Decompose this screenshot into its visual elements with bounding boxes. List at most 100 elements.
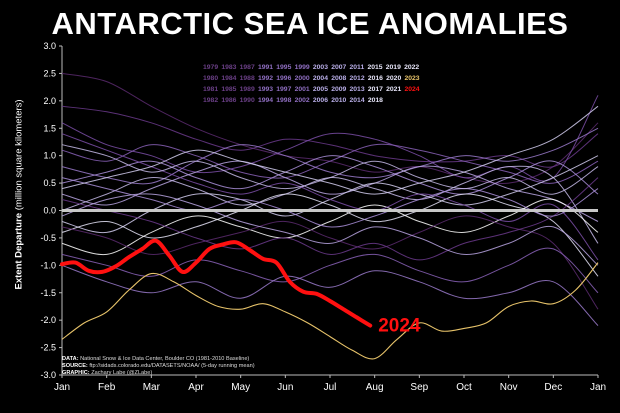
year-series-line — [61, 144, 599, 195]
legend-year: 1999 — [294, 64, 310, 71]
legend-year: 2009 — [331, 86, 347, 93]
legend-year: 1983 — [221, 64, 237, 71]
chart-axes: 3.0 2.5 2.0 1.5 1.0 0.5 0.0 -0.5 -1.0 -1.5 -2.0 -2.… — [40, 41, 606, 393]
legend-year: 2007 — [331, 64, 347, 71]
legend-year: 1988 — [239, 75, 255, 82]
year-series-line — [61, 143, 599, 184]
legend-year: 2018 — [367, 97, 383, 104]
legend-year: 2020 — [386, 75, 402, 82]
legend-year: 2003 — [312, 64, 328, 71]
series-2024-label: 2024 — [378, 316, 421, 337]
legend-year: 1979 — [203, 64, 219, 71]
y-tick-label: 1.0 — [43, 151, 56, 161]
y-tick-label: 0.0 — [43, 206, 56, 216]
legend-year: 2019 — [385, 64, 401, 71]
legend-year: 1990 — [239, 97, 255, 104]
legend-year: 2016 — [367, 75, 383, 82]
legend-year: 1995 — [276, 64, 292, 71]
legend-year: 2008 — [331, 75, 347, 82]
x-tick-label: Nov — [500, 382, 518, 393]
x-tick-label: Sep — [410, 382, 428, 393]
chart-title: ANTARCTIC SEA ICE ANOMALIES — [51, 6, 569, 41]
legend-year: 1992 — [257, 75, 274, 82]
legend-year: 1984 — [221, 75, 237, 82]
legend-year: 2022 — [404, 64, 420, 71]
legend-year: 1996 — [276, 75, 292, 82]
legend-year: 1993 — [257, 86, 274, 93]
legend-year: 2005 — [312, 86, 328, 93]
x-tick-label: Apr — [188, 382, 204, 393]
year-series-line — [61, 177, 599, 228]
y-tick-label: -1.5 — [40, 288, 56, 298]
year-series-line — [61, 215, 599, 310]
legend-year: 2001 — [294, 86, 310, 93]
legend-year: 1994 — [257, 97, 274, 104]
year-series-line — [61, 177, 599, 261]
year-series-line — [61, 264, 599, 326]
x-tick-label: Feb — [98, 382, 116, 393]
credit-source: SOURCE: ftp://sidads.colorado.edu/DATASE… — [62, 363, 255, 370]
legend-year: 2023 — [404, 75, 420, 82]
y-tick-label: -2.5 — [40, 343, 56, 353]
year-series-line — [61, 160, 599, 222]
legend-year: 1991 — [257, 64, 274, 71]
y-tick-label: -1.0 — [40, 260, 56, 270]
legend-year: 2014 — [349, 97, 365, 104]
x-tick-label: Aug — [366, 382, 384, 393]
y-tick-label: -0.5 — [40, 233, 56, 243]
legend-year: 1982 — [203, 97, 219, 104]
x-tick-label: Oct — [456, 382, 472, 393]
y-axis-label-main: Extent Departure — [13, 212, 25, 290]
legend-year: 2002 — [294, 97, 310, 104]
legend-year: 2000 — [294, 75, 310, 82]
credit-data: DATA: National Snow & Ice Data Center, B… — [62, 356, 250, 362]
legend-year: 1980 — [203, 75, 219, 82]
y-axis-label: Extent Departure (million square kilomet… — [13, 99, 25, 290]
legend-row: 1980 1984 1988 1992 1996 2000 2004 2008 2012 2016… — [203, 73, 423, 84]
y-tick-label: -3.0 — [40, 370, 56, 380]
y-tick-label: 3.0 — [43, 41, 56, 51]
year-series-line — [61, 95, 599, 182]
legend-year: 2012 — [349, 75, 365, 82]
x-tick-label: Jun — [277, 382, 293, 393]
legend-year: 1987 — [239, 64, 255, 71]
x-tick-label: Jan — [54, 382, 70, 393]
x-tick-label: Jul — [324, 382, 337, 393]
y-tick-label: 2.0 — [43, 96, 56, 106]
legend-year: 1989 — [239, 86, 255, 93]
legend-year: 2010 — [331, 97, 347, 104]
legend-year: 1998 — [276, 97, 292, 104]
y-tick-label: -2.0 — [40, 315, 56, 325]
x-tick-label: May — [231, 382, 250, 393]
legend-year: 2013 — [349, 86, 365, 93]
y-tick-label: 2.5 — [43, 68, 56, 78]
legend-year: 1981 — [203, 86, 219, 93]
y-tick-label: 1.5 — [43, 123, 56, 133]
series-2024-line — [60, 238, 373, 328]
x-tick-label: Dec — [544, 382, 562, 393]
year-series-line — [61, 105, 599, 168]
x-tick-label: Mar — [143, 382, 161, 393]
credit-graphic: GRAPHIC: Zachary Labe (@ZLabe) — [62, 370, 153, 377]
credits: DATA: National Snow & Ice Data Center, B… — [62, 356, 255, 378]
year-series-line — [61, 193, 599, 277]
legend-row: 1982 1986 1990 1994 1998 2002 2006 2010 2014 2018 — [203, 95, 423, 106]
chart-series-group — [61, 72, 599, 360]
legend-year: 2024 — [404, 86, 420, 93]
year-series-line — [61, 127, 599, 185]
legend-year: 1986 — [221, 97, 237, 104]
year-series-line — [61, 193, 599, 266]
legend-year: 2017 — [367, 86, 383, 93]
legend-year: 2006 — [312, 97, 328, 104]
legend-year: 1997 — [276, 86, 292, 93]
chart-marks: 2024 — [60, 238, 421, 337]
year-series-line — [61, 105, 599, 195]
legend-year: 2004 — [312, 75, 328, 82]
x-tick-label: Jan — [590, 382, 606, 393]
legend-year: 2011 — [349, 64, 365, 71]
y-tick-label: 0.5 — [43, 178, 56, 188]
legend-year: 1985 — [221, 86, 237, 93]
legend: 1979 1983 1987 1991 1995 1999 2003 2007 2011 2015… — [203, 62, 423, 106]
legend-row: 1979 1983 1987 1991 1995 1999 2003 2007 2011 2015… — [203, 62, 423, 73]
